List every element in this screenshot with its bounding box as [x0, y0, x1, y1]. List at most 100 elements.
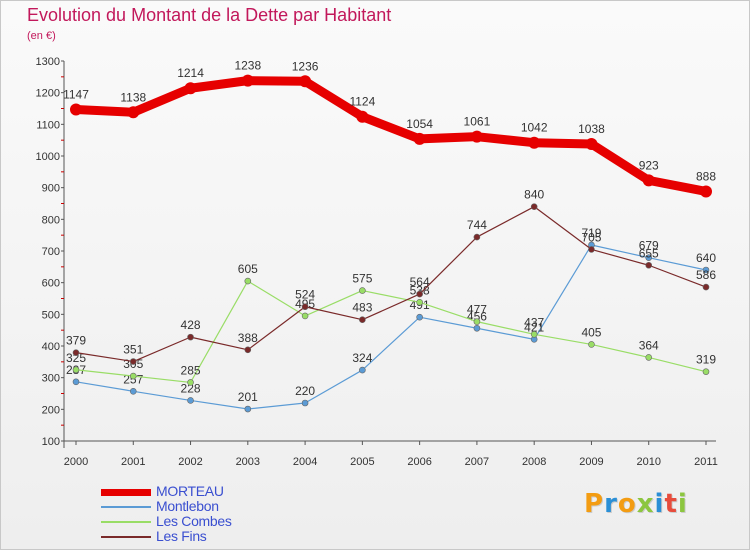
data-label-les-fins: 655: [639, 246, 659, 260]
y-tick-label: 300: [42, 373, 60, 385]
data-point-montlebon: [702, 266, 710, 274]
logo-letter: o: [617, 489, 637, 519]
data-label-montlebon: 679: [639, 239, 659, 253]
data-point-montlebon: [645, 254, 653, 261]
data-point-morteau: [127, 106, 140, 119]
data-label-les-fins: 840: [524, 188, 544, 202]
data-point-morteau: [356, 110, 369, 123]
legend-swatch-les-fins: [101, 536, 151, 538]
legend-label-les-fins: Les Fins: [156, 528, 207, 544]
proxiti-logo: Proxiti: [584, 489, 688, 519]
data-label-les-fins: 388: [238, 331, 258, 345]
data-label-les-combes: 538: [410, 283, 430, 297]
data-point-montlebon: [359, 366, 366, 374]
data-point-les-fins: [359, 316, 366, 324]
data-point-les-combes: [530, 330, 538, 338]
data-label-morteau: 1138: [120, 90, 146, 104]
series-line-les-fins: [75, 206, 707, 363]
data-label-les-fins: 483: [352, 301, 372, 315]
data-label-les-combes: 477: [467, 303, 487, 317]
x-tick-label: 2011: [694, 456, 718, 468]
data-point-les-fins: [244, 346, 252, 354]
x-tick-label: 2008: [522, 456, 546, 468]
data-label-morteau: 923: [639, 158, 659, 172]
data-point-les-combes: [129, 372, 137, 380]
data-point-les-fins: [530, 203, 538, 210]
data-point-montlebon: [473, 324, 481, 332]
data-label-les-combes: 575: [352, 272, 372, 286]
data-point-morteau: [413, 132, 426, 145]
logo-letter: P: [584, 489, 605, 519]
data-point-montlebon: [72, 378, 80, 386]
data-label-les-combes: 319: [696, 353, 716, 367]
data-label-les-fins: 705: [581, 230, 601, 244]
data-point-les-combes: [645, 354, 653, 361]
y-tick-label: 100: [42, 436, 60, 448]
legend-swatch-montlebon: [101, 506, 151, 508]
y-tick-label: 600: [42, 278, 60, 290]
data-point-morteau: [241, 74, 254, 87]
data-label-montlebon: 421: [524, 320, 544, 334]
data-point-les-combes: [359, 287, 366, 294]
data-label-morteau: 1124: [349, 95, 375, 109]
data-label-les-combes: 364: [639, 338, 659, 352]
y-tick-label: 400: [42, 341, 60, 353]
logo-letter: i: [654, 489, 665, 519]
y-tick-label: 1300: [36, 56, 60, 68]
data-label-les-fins: 524: [295, 288, 315, 302]
data-point-les-combes: [473, 318, 481, 325]
x-tick-label: 2004: [293, 456, 317, 468]
data-point-les-fins: [301, 303, 309, 311]
series-line-morteau: [71, 76, 711, 196]
data-label-montlebon: 228: [181, 381, 201, 395]
data-label-morteau: 1061: [464, 115, 491, 129]
data-point-morteau: [528, 136, 541, 149]
data-label-morteau: 1147: [63, 87, 89, 101]
x-tick-label: 2003: [236, 456, 260, 468]
data-point-les-combes: [301, 312, 309, 320]
data-label-morteau: 1042: [521, 121, 548, 135]
data-point-les-fins: [473, 233, 481, 241]
data-label-montlebon: 719: [581, 226, 601, 240]
x-tick-label: 2005: [350, 456, 374, 468]
x-tick-label: 2006: [407, 456, 431, 468]
data-point-morteau: [585, 137, 598, 150]
data-label-montlebon: 324: [352, 351, 372, 365]
data-label-morteau: 888: [696, 169, 716, 183]
y-tick-label: 800: [42, 214, 60, 226]
y-tick-label: 1100: [36, 119, 60, 131]
x-tick-label: 2007: [465, 456, 489, 468]
legend-label-les-combes: Les Combes: [156, 513, 232, 529]
logo-letter: i: [677, 489, 688, 519]
logo-letter: r: [604, 489, 618, 519]
data-label-morteau: 1238: [234, 59, 261, 73]
data-label-montlebon: 640: [696, 251, 716, 265]
data-point-montlebon: [416, 313, 423, 321]
data-point-morteau: [184, 82, 197, 95]
data-point-morteau: [642, 174, 655, 187]
legend-label-montlebon: Montlebon: [156, 498, 219, 514]
series-line-les-combes: [75, 280, 707, 384]
data-label-les-fins: 744: [467, 218, 487, 232]
data-label-morteau: 1054: [406, 117, 433, 131]
data-label-les-fins: 586: [696, 268, 716, 282]
data-point-les-fins: [702, 283, 710, 291]
data-point-les-combes: [72, 366, 80, 374]
logo-letter: t: [664, 489, 678, 519]
data-point-les-fins: [416, 290, 423, 298]
data-point-les-fins: [129, 358, 137, 365]
x-tick-label: 2001: [121, 456, 145, 468]
legend-label-morteau: MORTEAU: [156, 483, 224, 499]
data-point-morteau: [299, 75, 312, 88]
y-tick-label: 900: [42, 183, 60, 195]
data-point-montlebon: [129, 387, 137, 395]
data-point-les-combes: [702, 368, 710, 375]
series-line-montlebon: [75, 244, 707, 410]
data-label-morteau: 1236: [292, 59, 319, 73]
data-label-les-fins: 428: [181, 318, 201, 332]
data-label-les-fins: 351: [123, 343, 143, 357]
legend-swatch-les-combes: [101, 521, 151, 523]
x-tick-label: 2010: [636, 456, 660, 468]
x-tick-label: 2002: [178, 456, 202, 468]
